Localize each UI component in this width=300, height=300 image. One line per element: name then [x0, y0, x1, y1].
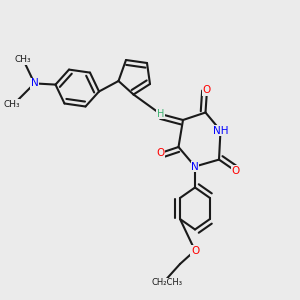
- Text: N: N: [191, 161, 199, 172]
- Text: O: O: [203, 85, 211, 95]
- Text: O: O: [156, 148, 165, 158]
- Text: H: H: [157, 109, 164, 119]
- Text: O: O: [231, 166, 240, 176]
- Text: NH: NH: [213, 125, 228, 136]
- Text: CH₃: CH₃: [3, 100, 20, 109]
- Text: N: N: [31, 78, 38, 88]
- Text: CH₂CH₃: CH₂CH₃: [151, 278, 182, 287]
- Text: O: O: [191, 245, 199, 256]
- Text: CH₃: CH₃: [14, 56, 31, 64]
